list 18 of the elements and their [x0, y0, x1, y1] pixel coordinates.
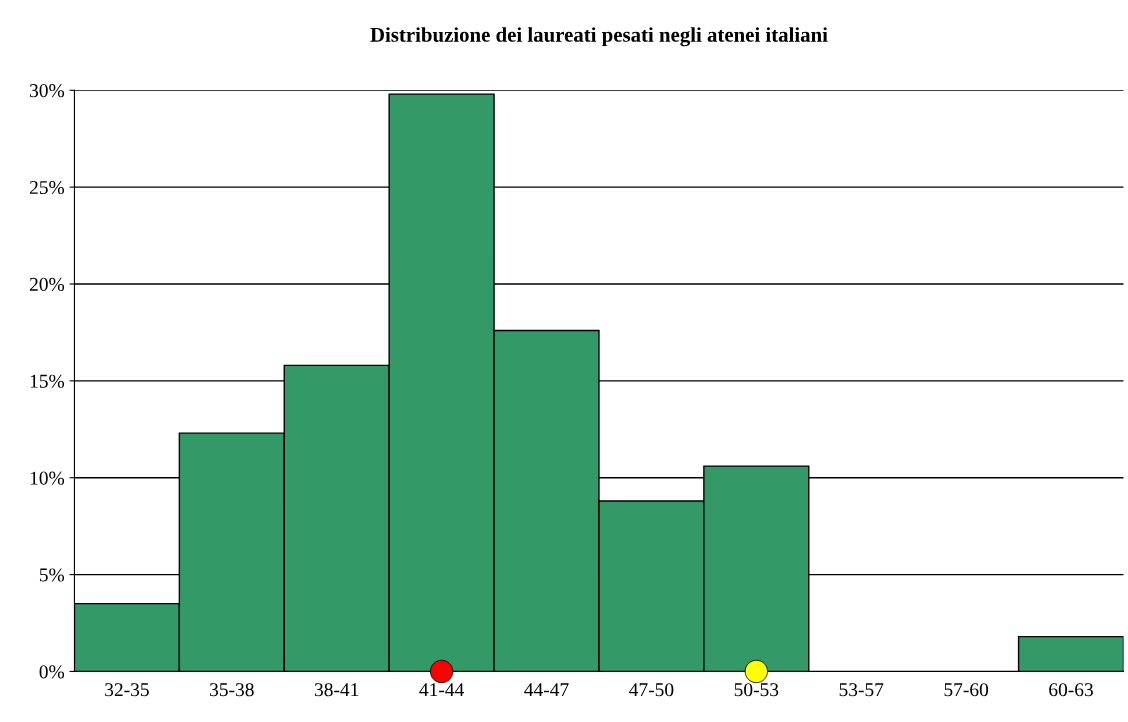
y-tick-label: 15% [30, 374, 65, 388]
y-tick-label: 25% [29, 180, 65, 195]
x-tick-label: 47-50 [629, 683, 674, 697]
x-tick-label: 50-53 [734, 683, 779, 697]
y-tick-label: 5% [39, 568, 65, 582]
y-tick-label: 10% [30, 471, 65, 485]
x-tick-label: 32-35 [105, 683, 149, 697]
x-tick-label: 44-47 [524, 683, 569, 697]
x-tick-label: 53-57 [839, 683, 884, 697]
y-tick-label: 20% [29, 277, 65, 291]
x-tick-label: 60-63 [1049, 683, 1093, 697]
x-tick-label: 41-44 [419, 683, 464, 697]
y-tick-label: 0% [39, 665, 65, 679]
y-tick-label: 30% [30, 84, 65, 98]
x-tick-label: 57-60 [944, 683, 989, 697]
chart-title: Distribuzione dei laureati pesati negli atenei italiani [370, 27, 828, 47]
x-tick-label: 35-38 [210, 683, 254, 697]
x-tick-label: 38-41 [314, 683, 359, 697]
